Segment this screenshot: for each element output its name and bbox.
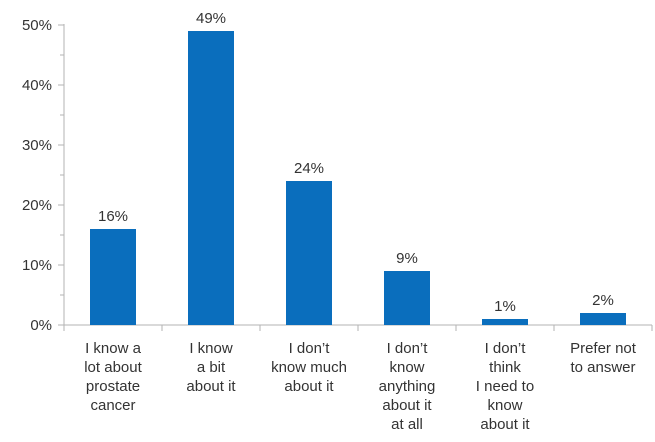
y-tick-label: 40% [22,77,52,94]
category-label-line: lot about [84,359,142,376]
x-axis [63,324,653,331]
bar [188,31,234,325]
y-axis: 0% 10% 20% 30% 40% 50% [22,17,65,334]
bar [90,229,136,325]
category-label-line: at all [391,416,423,433]
data-label: 9% [396,250,418,267]
data-label: 1% [494,298,516,315]
data-label: 49% [196,10,226,27]
data-label: 2% [592,292,614,309]
category-label-line: I know a [85,340,142,357]
category-label: I don’t know anything about it at all [379,340,436,433]
category-label: I don’t know much about it [271,340,347,395]
category-label-line: cancer [90,397,135,414]
category-label-line: anything [379,378,436,395]
category-label-line: to answer [570,359,635,376]
category-label: I know a lot about prostate cancer [84,340,142,414]
y-tick-label: 30% [22,137,52,154]
y-tick-label: 0% [30,317,52,334]
category-label-line: prostate [86,378,140,395]
bar [482,319,528,325]
category-label-line: I don’t [485,340,527,357]
y-tick-label: 10% [22,257,52,274]
bar [286,181,332,325]
data-label: 16% [98,208,128,225]
data-label: 24% [294,160,324,177]
data-labels: 16% 49% 24% 9% 1% 2% [98,10,614,315]
bar [384,271,430,325]
bars [90,31,626,325]
category-label-line: know much [271,359,347,376]
category-label-line: a bit [197,359,226,376]
category-label-line: about it [284,378,334,395]
category-label-line: Prefer not [570,340,637,357]
bar [580,313,626,325]
category-label-line: about it [382,397,432,414]
category-label-line: I know [189,340,233,357]
y-tick-label: 20% [22,197,52,214]
category-label-line: about it [186,378,236,395]
category-label: Prefer not to answer [570,340,637,376]
category-label-line: I don’t [289,340,331,357]
category-label-line: know [389,359,424,376]
category-label-line: know [487,397,522,414]
category-label: I don’t think I need to know about it [476,340,534,433]
category-label-line: I need to [476,378,534,395]
category-label: I know a bit about it [186,340,236,395]
y-tick-label: 50% [22,17,52,34]
category-label-line: think [489,359,521,376]
category-labels: I know a lot about prostate cancer I know a b… [84,340,637,433]
category-label-line: about it [480,416,530,433]
category-label-line: I don’t [387,340,429,357]
